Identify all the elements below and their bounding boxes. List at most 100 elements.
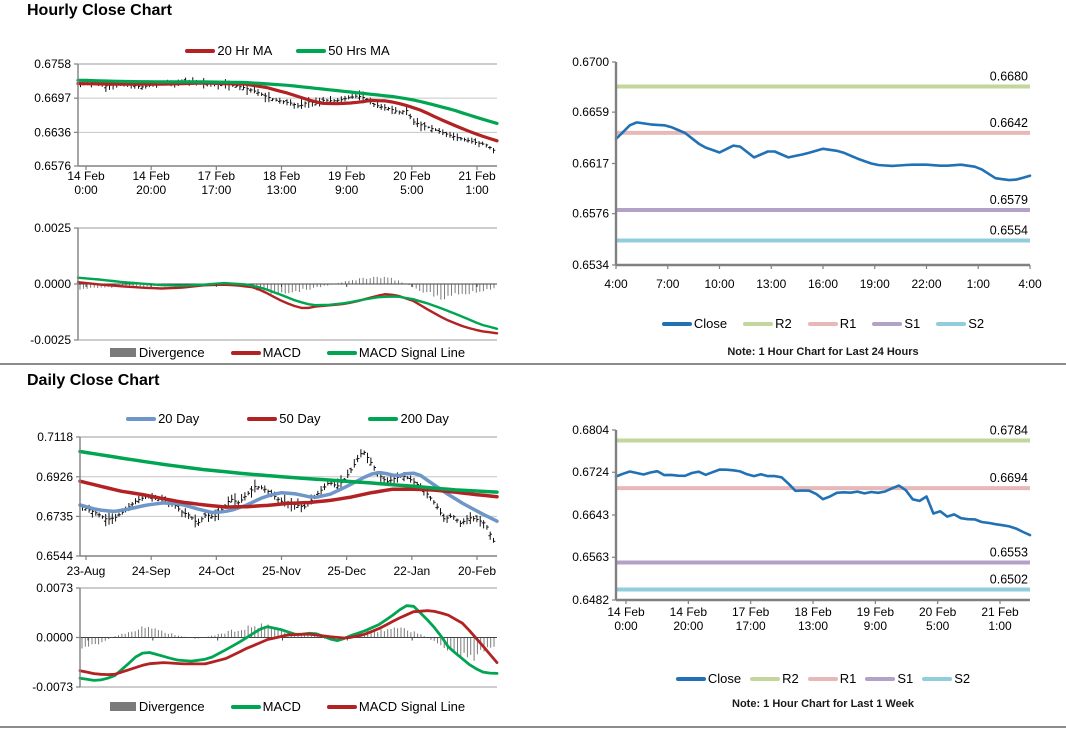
legend-item-s1: S1 [872,316,920,331]
legend-item-r1: R1 [807,671,857,686]
legend-item-s2: S2 [922,671,970,686]
y-tick-label: 0.6482 [572,593,609,607]
series-50-hrs-ma [76,78,499,125]
x-tick-label: 13:00 [756,277,786,291]
level-label: 0.6553 [990,546,1028,560]
legend-line-swatch [661,321,692,326]
x-tick-label: 14 Feb [607,605,645,619]
legend-label: 50 Hrs MA [328,43,390,58]
legend-line-swatch [872,321,903,326]
x-tick-label: 14 Feb [132,169,170,183]
y-tick-label: 0.6700 [572,55,609,69]
x-tick-label: 25-Nov [262,564,301,578]
x-tick-label: 18 Feb [794,605,832,619]
hourly-support-resistance-chart: 0.6680 0.6642 0.6579 0.6554 0.6700 0.6659 0.66… [572,55,1042,291]
x-tick-label: 19:00 [860,277,890,291]
x-tick-label: 17:00 [736,619,766,633]
level-label: 0.6502 [990,572,1028,586]
x-tick-label: 17:00 [201,183,231,197]
hourly-sr-legend: Close R2 R1 S1 S2 [616,316,1030,331]
hourly-sr-note: Note: 1 Hour Chart for Last 24 Hours [727,346,919,358]
x-tick-label: 20 Feb [919,605,957,619]
y-tick-label: 0.6804 [572,423,609,437]
legend-item-r2: R2 [743,316,792,331]
legend-label: MACD Signal Line [358,699,466,714]
legend-label: MACD [262,699,301,714]
y-tick-label: 0.6697 [34,91,71,105]
legend-line-swatch [185,48,216,53]
legend-label: S1 [904,316,921,331]
y-tick-label: 0.6544 [36,549,73,563]
legend-line-swatch [296,48,327,53]
legend-label: MACD [262,345,301,360]
legend-line-swatch [807,321,838,326]
weekly-sr-legend: Close R2 R1 S1 S2 [616,671,1030,686]
x-tick-label: 5:00 [400,183,424,197]
legend-line-swatch [865,676,896,681]
x-tick-label: 17 Feb [198,169,236,183]
level-label: 0.6642 [990,116,1028,130]
y-tick-label: 0.6758 [34,57,71,71]
legend-line-swatch [922,676,953,681]
legend-item-macd-signal-line: MACD Signal Line [326,345,465,360]
x-tick-label: 16:00 [808,277,838,291]
x-tick-label: 21 Feb [981,605,1019,619]
y-tick-label: 0.6724 [572,465,609,479]
legend-label: R2 [775,316,792,331]
x-tick-label: 18 Feb [263,169,301,183]
legend-bar-swatch [109,702,136,711]
x-tick-label: 7:00 [656,277,680,291]
y-tick-label: 0.6926 [36,470,73,484]
x-tick-label: 0:00 [614,619,638,633]
y-tick-label: 0.6534 [572,258,609,272]
daily-macd-legend: Divergence MACD MACD Signal Line [78,699,497,714]
legend-line-swatch [126,416,157,421]
legend-label: S2 [954,671,971,686]
legend-item-macd: MACD [230,699,301,714]
x-tick-label: 22-Jan [393,564,430,578]
x-tick-label: 21 Feb [458,169,496,183]
legend-item-divergence: Divergence [109,699,205,714]
section-divider [0,363,1066,365]
legend-label: 20 Hr MA [217,43,273,58]
weekly-support-resistance-chart: 0.6784 0.6694 0.6553 0.6502 0.6804 0.6724 0.66… [572,423,1032,633]
x-tick-label: 10:00 [704,277,734,291]
level-label: 0.6694 [990,471,1028,485]
x-tick-label: 13:00 [266,183,296,197]
x-tick-label: 9:00 [864,619,888,633]
hourly-macd-legend: Divergence MACD MACD Signal Line [78,345,497,360]
legend-item-divergence: Divergence [109,345,205,360]
x-tick-label: 4:00 [604,277,628,291]
y-tick-label: 0.6576 [572,207,609,221]
legend-item-50-hrs-ma: 50 Hrs MA [296,43,390,58]
legend-item-50-day: 50 Day [247,411,320,426]
legend-line-swatch [230,704,261,709]
x-tick-label: 1:00 [988,619,1012,633]
legend-line-swatch [326,350,357,355]
level-label: 0.6680 [990,69,1028,83]
x-tick-label: 9:00 [335,183,359,197]
legend-label: 50 Day [279,411,321,426]
legend-label: R1 [839,671,857,686]
x-tick-label: 20 Feb [393,169,431,183]
legend-item-r2: R2 [750,671,799,686]
legend-label: R2 [782,671,799,686]
y-tick-label: 0.6636 [34,125,71,139]
series-50-day [78,479,499,509]
daily-macd-chart: 0.0073 0.0000 -0.0073 [32,581,499,694]
x-tick-label: 25-Dec [327,564,366,578]
y-tick-label: 0.7118 [37,430,73,444]
series-close [614,121,1032,182]
legend-line-swatch [247,416,278,421]
y-tick-label: 0.6563 [572,550,609,564]
legend-item-s2: S2 [936,316,984,331]
series-macd-signal-line [78,609,499,676]
bottom-divider [0,726,1066,728]
daily-close-chart-title: Daily Close Chart [27,372,160,389]
hourly-ma-legend: 20 Hr MA 50 Hrs MA [78,43,497,58]
series-close [614,468,1032,537]
legend-label: S1 [897,671,914,686]
